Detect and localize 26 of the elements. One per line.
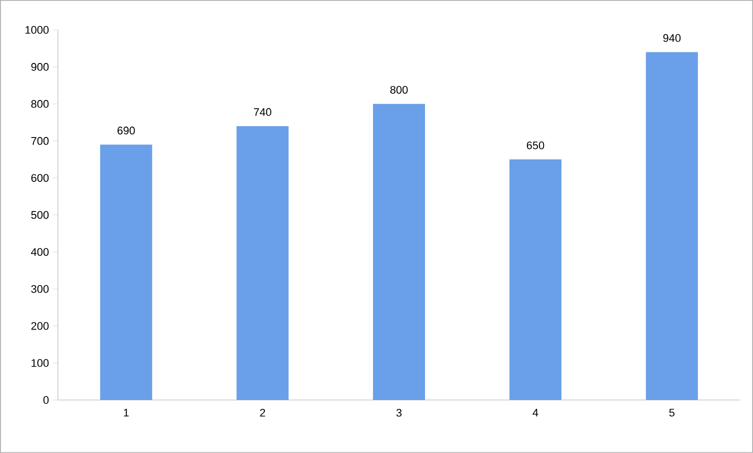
y-tick-label: 600 (31, 174, 49, 182)
x-tick-label: 4 (532, 408, 538, 416)
bar (373, 104, 426, 400)
data-label: 940 (663, 34, 681, 42)
data-label: 690 (118, 126, 135, 134)
y-tick-label: 700 (31, 137, 49, 145)
data-label: 740 (254, 108, 272, 116)
y-tick-label: 900 (31, 63, 49, 71)
y-tick-label: 100 (32, 359, 49, 367)
x-tick-label: 3 (396, 408, 402, 417)
bar (509, 159, 562, 400)
data-label: 800 (390, 86, 408, 94)
x-tick-label: 5 (669, 408, 674, 417)
x-tick-label: 1 (124, 408, 129, 416)
data-label: 650 (526, 142, 544, 150)
y-tick-label: 800 (31, 100, 49, 108)
bar (646, 52, 698, 400)
y-tick-label: 200 (31, 322, 49, 330)
bar (100, 144, 152, 400)
y-tick-label: 500 (31, 211, 49, 219)
y-tick-label: 300 (31, 285, 49, 293)
y-tick-label: 400 (31, 248, 49, 256)
x-tick-label: 2 (260, 408, 266, 417)
y-tick-label: 1000 (26, 26, 49, 34)
y-tick-label: 0 (43, 396, 49, 404)
bar (236, 126, 289, 400)
